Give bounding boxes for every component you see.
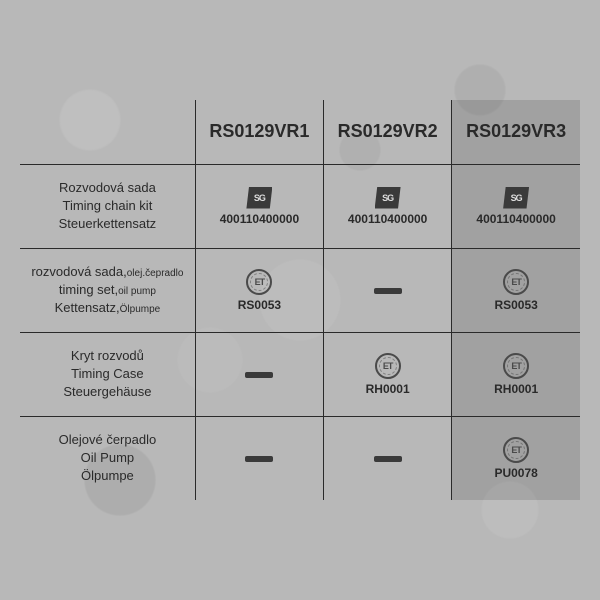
label-de: Steuergehäuse xyxy=(22,383,193,401)
header-col-3: RS0129VR3 xyxy=(452,100,580,164)
table-row: rozvodová sada,olej.čepradlo timing set,… xyxy=(20,248,580,332)
cell: SG 400110400000 xyxy=(324,164,452,248)
part-number: RS0053 xyxy=(456,298,576,312)
et-logo-icon: ET xyxy=(503,269,529,295)
dash-icon xyxy=(374,288,402,294)
cell: ET PU0078 xyxy=(452,416,580,500)
label-en: timing set,oil pump xyxy=(22,281,193,299)
label-cz: Kryt rozvodů xyxy=(22,347,193,365)
cell: ET RH0001 xyxy=(452,332,580,416)
part-number: PU0078 xyxy=(456,466,576,480)
label-cz: rozvodová sada,olej.čepradlo xyxy=(22,263,193,281)
label-cz: Rozvodová sada xyxy=(22,179,193,197)
header-col-1: RS0129VR1 xyxy=(195,100,323,164)
table-row: Kryt rozvodů Timing Case Steuergehäuse E… xyxy=(20,332,580,416)
sg-logo-icon: SG xyxy=(375,187,401,209)
table: RS0129VR1 RS0129VR2 RS0129VR3 Rozvodová … xyxy=(20,100,580,500)
cell xyxy=(324,248,452,332)
row-label: rozvodová sada,olej.čepradlo timing set,… xyxy=(20,248,195,332)
part-number: RH0001 xyxy=(328,382,447,396)
header-col-2: RS0129VR2 xyxy=(324,100,452,164)
label-de: Kettensatz,Ölpumpe xyxy=(22,299,193,317)
dash-icon xyxy=(245,456,273,462)
table-row: Olejové čerpadlo Oil Pump Ölpumpe ET PU0… xyxy=(20,416,580,500)
part-number: 400110400000 xyxy=(200,212,319,226)
label-en: Timing chain kit xyxy=(22,197,193,215)
cell: ET RS0053 xyxy=(195,248,323,332)
row-label: Olejové čerpadlo Oil Pump Ölpumpe xyxy=(20,416,195,500)
cell xyxy=(195,332,323,416)
part-number: RH0001 xyxy=(456,382,576,396)
row-label: Kryt rozvodů Timing Case Steuergehäuse xyxy=(20,332,195,416)
table-body: Rozvodová sada Timing chain kit Steuerke… xyxy=(20,164,580,500)
dash-icon xyxy=(245,372,273,378)
cell xyxy=(195,416,323,500)
et-logo-icon: ET xyxy=(503,353,529,379)
cell: SG 400110400000 xyxy=(452,164,580,248)
cell xyxy=(324,416,452,500)
part-number: 400110400000 xyxy=(328,212,447,226)
sg-logo-icon: SG xyxy=(503,187,529,209)
part-number: RS0053 xyxy=(200,298,319,312)
cell: ET RS0053 xyxy=(452,248,580,332)
row-label: Rozvodová sada Timing chain kit Steuerke… xyxy=(20,164,195,248)
label-en: Oil Pump xyxy=(22,449,193,467)
label-cz: Olejové čerpadlo xyxy=(22,431,193,449)
part-number: 400110400000 xyxy=(456,212,576,226)
label-de: Ölpumpe xyxy=(22,467,193,485)
table-row: Rozvodová sada Timing chain kit Steuerke… xyxy=(20,164,580,248)
cell: SG 400110400000 xyxy=(195,164,323,248)
et-logo-icon: ET xyxy=(246,269,272,295)
comparison-table: RS0129VR1 RS0129VR2 RS0129VR3 Rozvodová … xyxy=(20,100,580,500)
cell: ET RH0001 xyxy=(324,332,452,416)
header-blank xyxy=(20,100,195,164)
dash-icon xyxy=(374,456,402,462)
et-logo-icon: ET xyxy=(503,437,529,463)
label-en: Timing Case xyxy=(22,365,193,383)
sg-logo-icon: SG xyxy=(246,187,272,209)
et-logo-icon: ET xyxy=(375,353,401,379)
table-header-row: RS0129VR1 RS0129VR2 RS0129VR3 xyxy=(20,100,580,164)
label-de: Steuerkettensatz xyxy=(22,215,193,233)
